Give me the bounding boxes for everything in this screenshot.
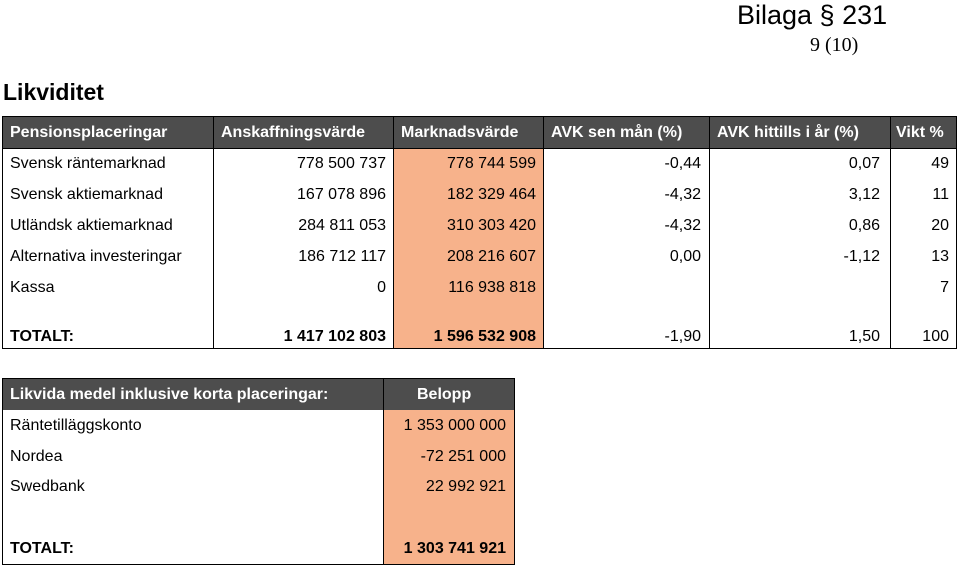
list-item: Nordea (10, 448, 63, 465)
total-value: 1 303 741 921 (403, 540, 506, 557)
table-row-label: Kassa (10, 279, 55, 296)
row-divider (3, 148, 956, 149)
total-cell: 1,50 (848, 328, 880, 345)
table-cell: 11 (932, 186, 949, 203)
table-row-label: Utländsk aktiemarknad (10, 217, 173, 234)
table-cell: 20 (931, 217, 949, 234)
section-title: Likviditet (3, 79, 104, 105)
list-item: Swedbank (10, 478, 85, 495)
header-avk-sen-man: AVK sen mån (%) (551, 124, 683, 141)
header-belopp: Belopp (417, 386, 472, 403)
table-header-row (3, 117, 956, 148)
table-cell: -1,12 (843, 248, 880, 265)
table-cell: 167 078 896 (297, 186, 386, 203)
column-divider (213, 117, 214, 348)
table-cell: -4,32 (664, 186, 701, 203)
column-divider (383, 379, 384, 564)
table-cell: 310 303 420 (447, 217, 536, 234)
table-row-label: Alternativa investeringar (10, 248, 182, 265)
column-divider (393, 117, 394, 348)
table-cell: 0,07 (848, 155, 880, 172)
table-cell: -0,44 (664, 155, 701, 172)
table-cell: 0,86 (848, 217, 880, 234)
list-item-value: -72 251 000 (420, 448, 506, 465)
total-cell: -1,90 (664, 328, 701, 345)
table-header-row (3, 379, 514, 410)
total-cell: 1 417 102 803 (283, 328, 386, 345)
table-cell: 7 (940, 279, 949, 296)
bilaga-label: Bilaga § 231 (737, 0, 888, 30)
header-pensionsplaceringar: Pensionsplaceringar (10, 124, 168, 141)
table-cell: 13 (931, 248, 949, 265)
table-cell: 778 500 737 (297, 155, 386, 172)
total-cell: 1 596 532 908 (433, 328, 536, 345)
column-divider (709, 117, 710, 348)
table-cell: -4,32 (664, 217, 701, 234)
table-cell: 778 744 599 (447, 155, 536, 172)
header-vikt: Vikt % (896, 124, 944, 141)
table-row-label: Svensk aktiemarknad (10, 186, 163, 203)
table-cell: 0 (377, 279, 386, 296)
total-label: TOTALT: (10, 540, 74, 557)
amount-highlight (383, 410, 514, 564)
table-row-label: Svensk räntemarknad (10, 155, 166, 172)
header-avk-hittills: AVK hittills i år (%) (717, 124, 859, 141)
table-cell: 0,00 (669, 248, 701, 265)
page-number: 9 (10) (810, 34, 859, 56)
header-likvida-medel: Likvida medel inklusive korta placeringa… (10, 386, 329, 403)
table-cell: 116 938 818 (448, 279, 536, 296)
column-divider (543, 117, 544, 348)
liquid-funds-table: Likvida medel inklusive korta placeringa… (2, 378, 515, 565)
header-anskaffningsvarde: Anskaffningsvärde (221, 124, 366, 141)
list-item-value: 1 353 000 000 (403, 417, 506, 434)
table-cell: 3,12 (848, 186, 880, 203)
column-divider (890, 117, 891, 348)
table-cell: 49 (931, 155, 949, 172)
table-cell: 186 712 117 (298, 248, 386, 265)
pension-placements-table: Pensionsplaceringar Anskaffningsvärde Ma… (2, 116, 957, 349)
table-cell: 284 811 053 (298, 217, 386, 234)
market-value-highlight (393, 148, 543, 348)
total-label: TOTALT: (10, 328, 74, 345)
list-item: Räntetilläggskonto (10, 417, 142, 434)
table-cell: 208 216 607 (447, 248, 536, 265)
list-item-value: 22 992 921 (425, 478, 506, 495)
total-cell: 100 (922, 328, 949, 345)
table-cell: 182 329 464 (447, 186, 536, 203)
header-marknadsvarde: Marknadsvärde (401, 124, 519, 141)
